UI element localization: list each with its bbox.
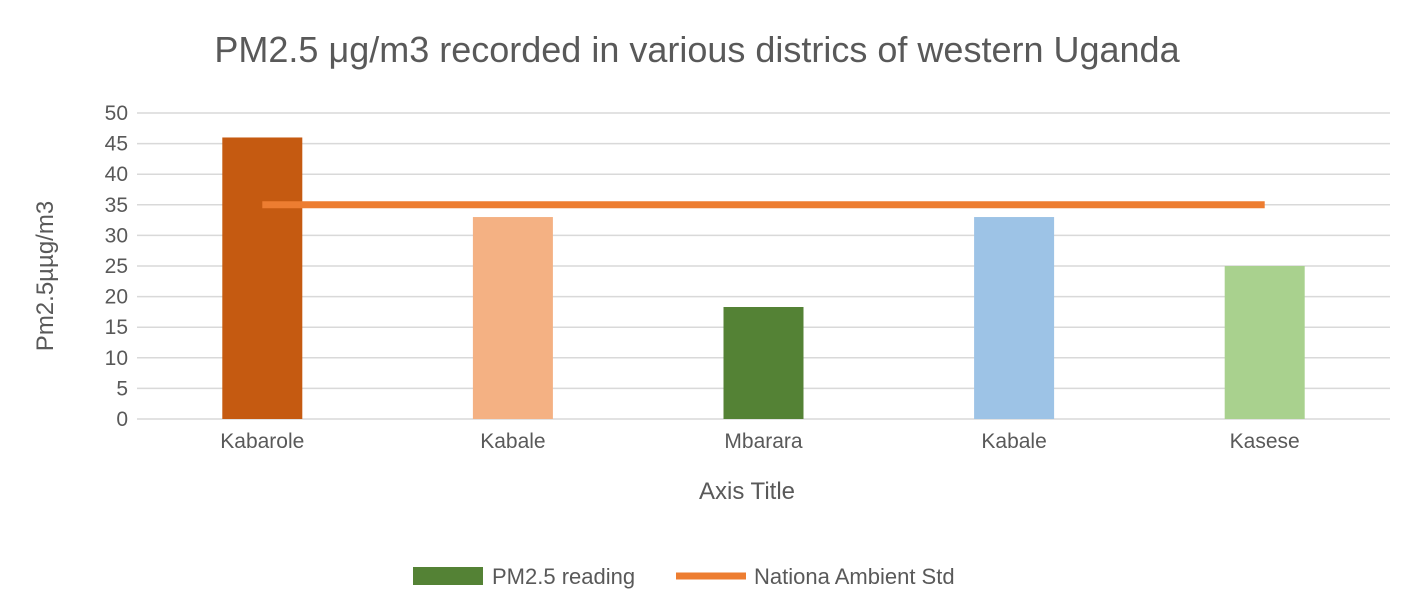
y-axis-title: Pm2.5µµg/m3 (32, 201, 59, 351)
y-axis-ticks: 0 5 10 15 20 25 30 35 40 45 50 (105, 102, 128, 431)
x-tick-label: Kabale (981, 430, 1046, 453)
legend: PM2.5 reading Nationa Ambient Std (413, 564, 955, 589)
x-tick-label: Kabale (480, 430, 545, 453)
x-axis-ticks: Kabarole Kabale Mbarara Kabale Kasese (220, 430, 1299, 453)
bar-kabarole-0 (222, 137, 303, 420)
bar-kasese-4 (1224, 266, 1305, 419)
legend-label-national-ambient-std: Nationa Ambient Std (754, 564, 955, 589)
gridlines (137, 112, 1390, 420)
y-tick-label: 5 (116, 377, 128, 400)
bar-kabale-3 (974, 217, 1055, 419)
y-tick-label: 25 (105, 255, 128, 278)
y-tick-label: 0 (116, 408, 128, 431)
y-tick-label: 40 (105, 163, 128, 186)
y-tick-label: 10 (105, 347, 128, 370)
y-tick-label: 50 (105, 102, 128, 125)
y-tick-label: 30 (105, 224, 128, 247)
bar-mbarara-2 (723, 307, 804, 419)
bar-kabale-1 (472, 217, 553, 419)
y-tick-label: 20 (105, 286, 128, 309)
x-tick-label: Mbarara (724, 430, 803, 453)
legend-swatch-pm25-reading (413, 567, 483, 585)
x-tick-label: Kabarole (220, 430, 304, 453)
bars (222, 137, 1305, 420)
y-tick-label: 15 (105, 316, 128, 339)
y-tick-label: 45 (105, 133, 128, 156)
x-tick-label: Kasese (1230, 430, 1300, 453)
y-tick-label: 35 (105, 194, 128, 217)
x-axis-title: Axis Title (699, 478, 795, 505)
chart-title: PM2.5 μg/m3 recorded in various districs… (214, 29, 1180, 70)
legend-label-pm25-reading: PM2.5 reading (492, 564, 635, 589)
